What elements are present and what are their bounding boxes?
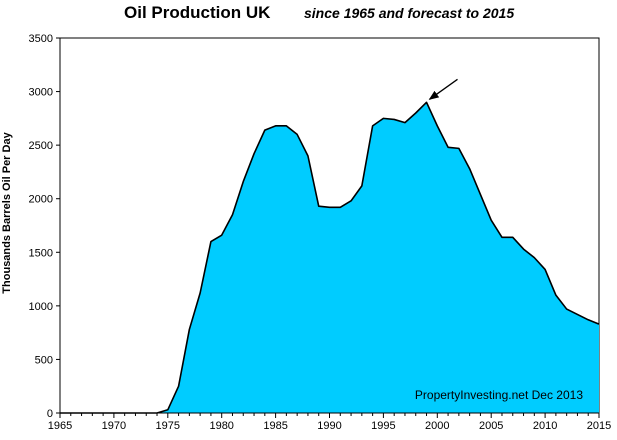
x-tick-label: 1985 [263,420,287,432]
y-tick-label: 2000 [29,194,53,206]
production-area [60,102,599,413]
peak-arrow [428,78,458,100]
y-tick-label: 1000 [29,301,53,313]
x-tick-label: 2010 [533,420,557,432]
x-tick-label: 1990 [317,420,341,432]
x-tick-label: 2000 [425,420,449,432]
x-tick-label: 1980 [209,420,233,432]
plot-area: 0 500 1000 1500 2000 2500 3000 3500 1965 1970 1975… [29,33,612,432]
y-tick-label: 3000 [29,87,53,99]
y-tick-label: 0 [47,408,53,420]
source-annotation: PropertyInvesting.net Dec 2013 [415,388,583,402]
y-tick-label: 500 [35,354,53,366]
x-tick-label: 1975 [156,420,180,432]
x-tick-label: 1970 [102,420,126,432]
chart-title: Oil Production UK [124,3,271,22]
chart-subtitle: since 1965 and forecast to 2015 [304,5,514,21]
x-tick-label: 2005 [479,420,503,432]
y-axis-title: Thousands Barrels Oil Per Day [1,131,13,293]
y-tick-label: 3500 [29,33,53,45]
y-tick-label: 1500 [29,247,53,259]
x-tick-label: 1995 [371,420,395,432]
y-tick-label: 2500 [29,140,53,152]
x-tick-label: 2015 [587,420,611,432]
x-tick-label: 1965 [48,420,72,432]
